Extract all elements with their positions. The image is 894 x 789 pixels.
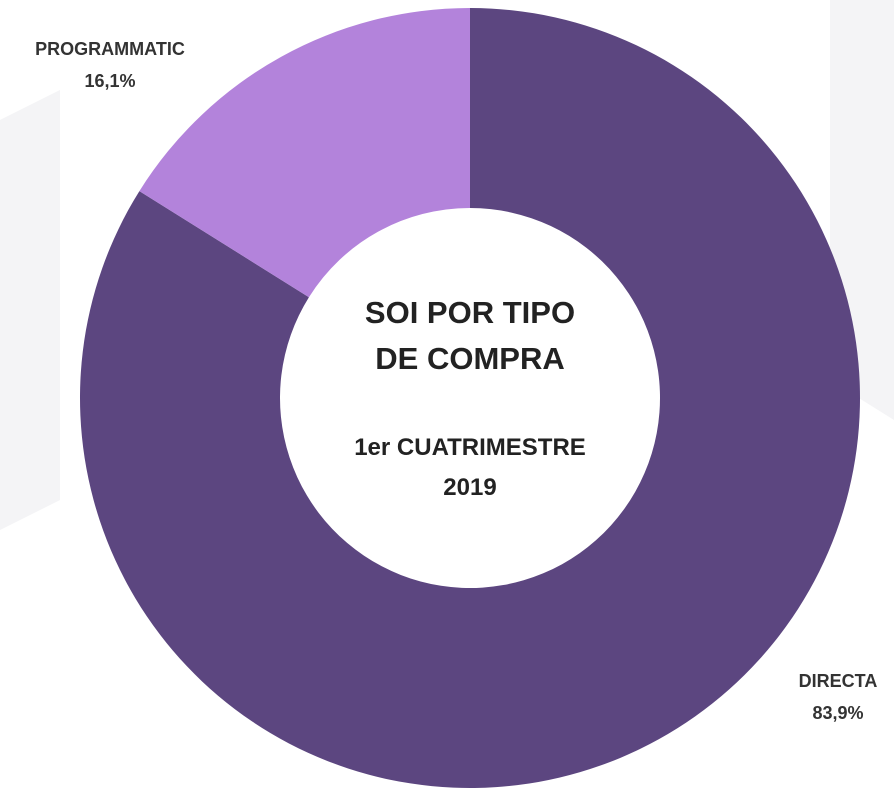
background-shape bbox=[0, 90, 60, 530]
category-label: DIRECTA bbox=[799, 671, 878, 691]
donut-segment bbox=[139, 8, 470, 298]
center-title: SOI POR TIPO DE COMPRA bbox=[364, 295, 576, 376]
center-subtitle: 1er CUATRIMESTRE 2019 bbox=[354, 434, 586, 501]
donut-segment bbox=[79, 8, 860, 789]
category-label: PROGRAMMATIC bbox=[35, 39, 185, 59]
value-label: 83,9% bbox=[812, 703, 863, 723]
value-label: 16,1% bbox=[84, 71, 135, 91]
